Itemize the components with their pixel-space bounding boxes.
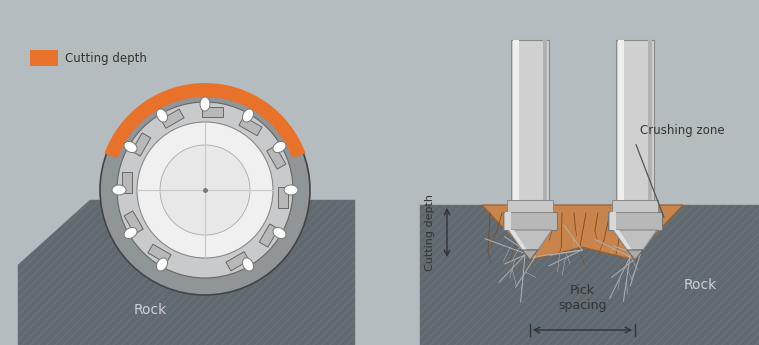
- Polygon shape: [508, 230, 552, 250]
- Bar: [648, 40, 652, 200]
- Ellipse shape: [273, 227, 286, 239]
- Circle shape: [137, 122, 273, 258]
- Ellipse shape: [156, 258, 168, 271]
- Ellipse shape: [242, 258, 254, 271]
- Polygon shape: [278, 187, 288, 208]
- Ellipse shape: [156, 109, 168, 122]
- Ellipse shape: [242, 109, 254, 122]
- Polygon shape: [509, 230, 527, 250]
- Polygon shape: [226, 252, 249, 271]
- Bar: [503, 212, 557, 230]
- Text: Crushing zone: Crushing zone: [640, 124, 725, 137]
- Circle shape: [100, 85, 310, 295]
- Bar: [513, 40, 519, 200]
- Polygon shape: [522, 250, 538, 260]
- Ellipse shape: [273, 141, 286, 152]
- Bar: [618, 40, 624, 200]
- Polygon shape: [614, 230, 632, 250]
- Bar: [616, 40, 654, 200]
- Bar: [612, 200, 658, 212]
- Polygon shape: [420, 205, 759, 345]
- Polygon shape: [627, 250, 643, 260]
- Polygon shape: [18, 200, 355, 345]
- Text: Pick
spacing: Pick spacing: [559, 284, 606, 312]
- Bar: [505, 212, 511, 230]
- Polygon shape: [161, 109, 184, 128]
- Polygon shape: [148, 244, 171, 263]
- Polygon shape: [239, 117, 262, 136]
- Polygon shape: [613, 230, 657, 250]
- Polygon shape: [202, 107, 223, 117]
- Ellipse shape: [284, 185, 298, 195]
- Bar: [543, 40, 547, 200]
- Polygon shape: [122, 172, 132, 193]
- Polygon shape: [260, 224, 279, 247]
- Text: Rock: Rock: [683, 278, 716, 292]
- Circle shape: [117, 102, 293, 278]
- Ellipse shape: [112, 185, 126, 195]
- Bar: [511, 40, 549, 200]
- Polygon shape: [131, 133, 151, 156]
- Ellipse shape: [200, 97, 210, 111]
- Polygon shape: [124, 211, 143, 234]
- Text: Rock: Rock: [134, 303, 167, 317]
- Polygon shape: [482, 205, 683, 260]
- Text: Cutting depth: Cutting depth: [425, 194, 435, 271]
- Circle shape: [160, 145, 250, 235]
- Polygon shape: [266, 146, 286, 169]
- Bar: [507, 200, 553, 212]
- Bar: [608, 212, 662, 230]
- Wedge shape: [105, 83, 306, 158]
- Bar: [610, 212, 616, 230]
- Ellipse shape: [124, 141, 137, 152]
- Ellipse shape: [124, 227, 137, 239]
- Text: Cutting depth: Cutting depth: [65, 51, 147, 65]
- Bar: [30, 50, 58, 66]
